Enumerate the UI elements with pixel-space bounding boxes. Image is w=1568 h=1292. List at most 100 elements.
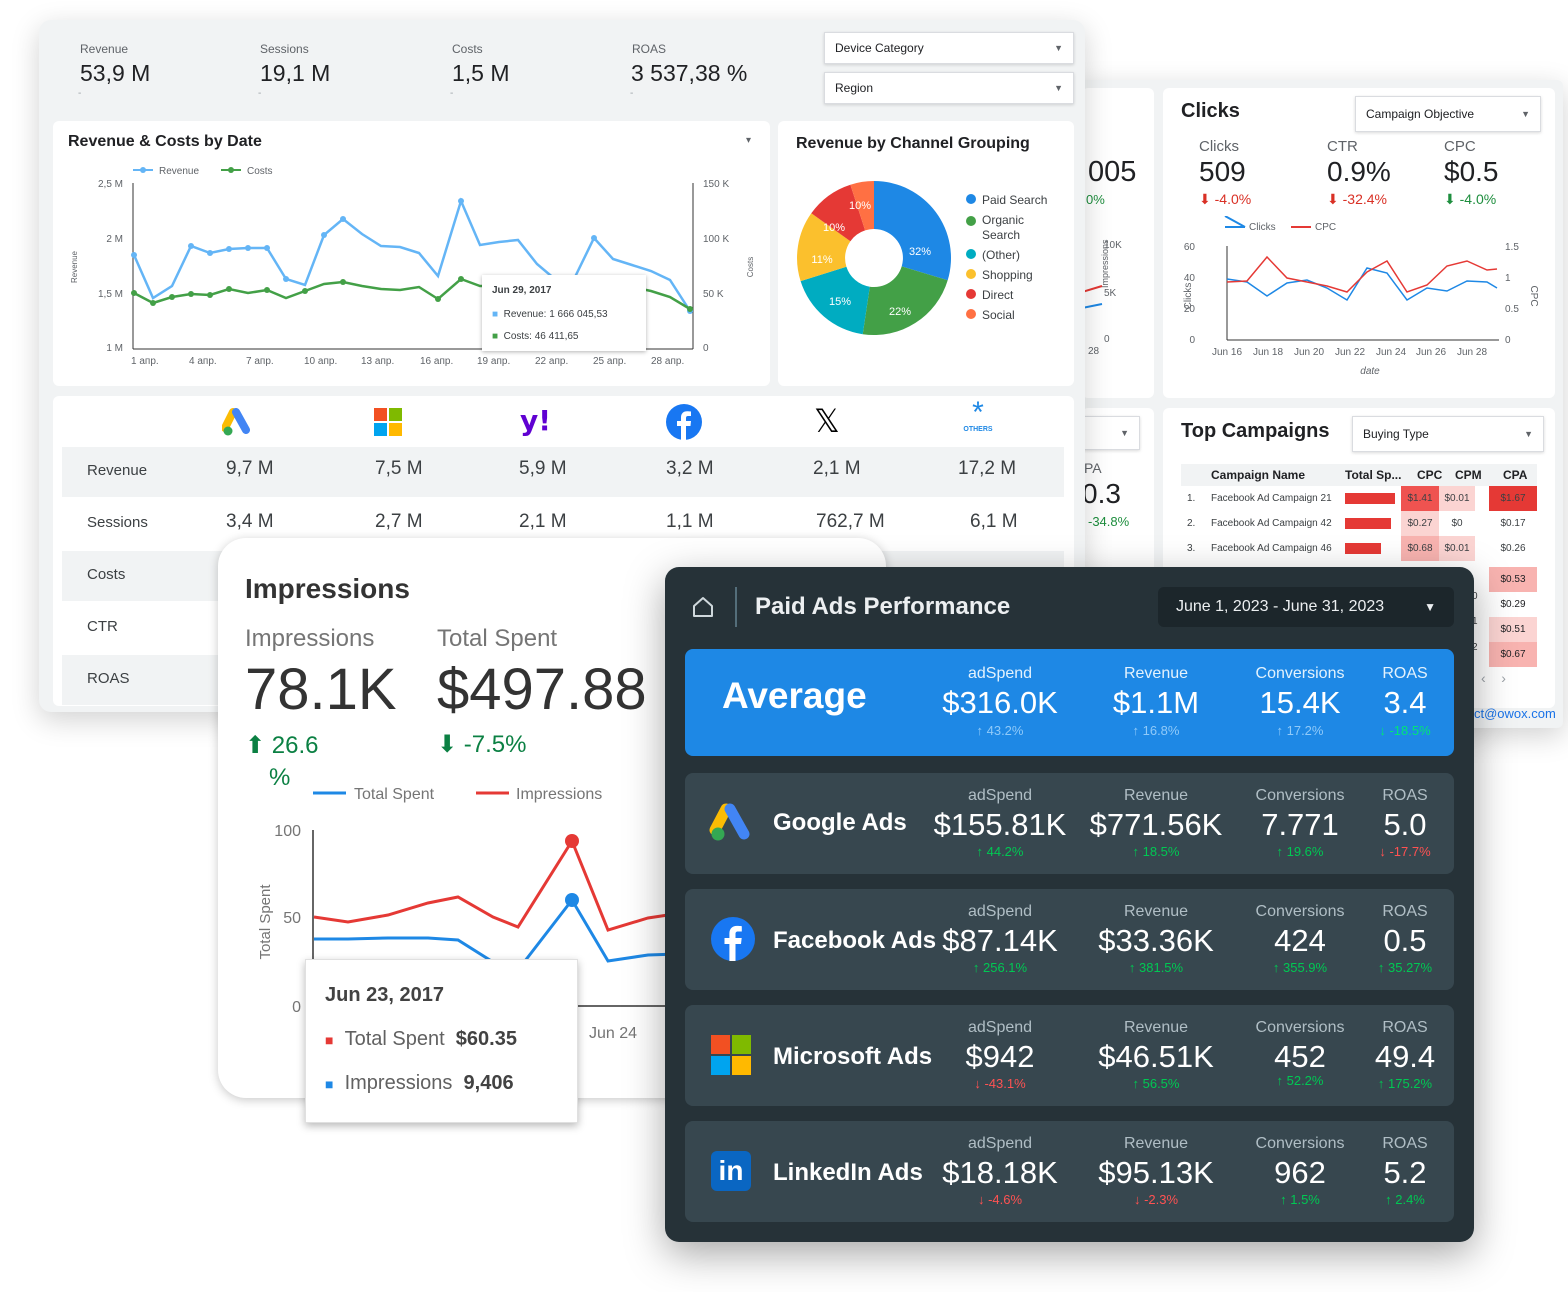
microsoft-ads-row[interactable]: Microsoft Ads adSpend Revenue Conversion… bbox=[685, 1005, 1454, 1106]
clicks-cpc-chart: Clicks CPC 60 40 20 0 1.5 1 0.5 0 Clicks… bbox=[1183, 216, 1539, 377]
metric-delta: ↓ -17.7% bbox=[1379, 844, 1431, 859]
metric-value: $46.51K bbox=[1098, 1039, 1214, 1074]
row-number: 3. bbox=[1187, 543, 1196, 554]
microsoft-icon bbox=[711, 1035, 751, 1075]
x-tick: 4 апр. bbox=[189, 356, 217, 367]
cpm-cell: $0 bbox=[1451, 518, 1463, 529]
tooltip-value: 9,406 bbox=[463, 1072, 514, 1094]
metric-value: 0.9% bbox=[1327, 156, 1391, 187]
google-ads-row[interactable]: Google Ads adSpend Revenue Conversions R… bbox=[685, 773, 1454, 874]
tooltip-date: Jun 29, 2017 bbox=[492, 285, 552, 296]
pagination[interactable]: ‹ › bbox=[1481, 670, 1506, 686]
metric-label: CPC bbox=[1444, 138, 1476, 155]
table-cell: 5,9 M bbox=[519, 458, 567, 479]
y-axis-label: Clicks bbox=[1183, 283, 1194, 310]
metric-value: 3.4 bbox=[1383, 685, 1427, 720]
hidden-cpa-cell: $0.53 bbox=[1489, 567, 1537, 592]
hidden-cpa-cell: $0.29 bbox=[1500, 599, 1526, 610]
facebook-ads-row[interactable]: Facebook Ads adSpend Revenue Conversions… bbox=[685, 889, 1454, 990]
chevron-left-icon[interactable]: ‹ bbox=[1481, 670, 1486, 686]
microsoft-icon bbox=[374, 408, 402, 436]
x-tick: 22 апр. bbox=[535, 356, 568, 367]
campaign-table-header: Campaign Name Total Sp... CPC CPM CPA bbox=[1181, 464, 1537, 486]
impressions-title: Impressions bbox=[245, 573, 410, 604]
contact-email[interactable]: ct@owox.com bbox=[1474, 706, 1556, 721]
table-row[interactable]: 3. Facebook Ad Campaign 46 $0.68 $0.01 $… bbox=[1181, 536, 1537, 561]
metric-header: Revenue bbox=[1123, 787, 1189, 804]
row-label: Facebook Ads bbox=[773, 927, 937, 954]
chevron-right-icon[interactable]: › bbox=[1501, 670, 1506, 686]
col-header[interactable]: CPC bbox=[1417, 468, 1443, 482]
partial-tick: 0 bbox=[1104, 334, 1110, 345]
metric-delta: ↑ 17.2% bbox=[1276, 723, 1324, 738]
cpc-cell: $0.27 bbox=[1401, 511, 1439, 536]
y-right-axis-label: Costs bbox=[746, 257, 755, 277]
slice-label: 10% bbox=[849, 200, 871, 212]
region-dropdown[interactable]: Region ▼ bbox=[824, 72, 1074, 104]
impressions-series bbox=[313, 837, 678, 932]
chart-menu-icon[interactable]: ▾ bbox=[746, 135, 752, 146]
hidden-cpa-cell: $0.51 bbox=[1489, 617, 1537, 642]
legend-costs: Costs bbox=[247, 166, 273, 177]
metric-header: Conversions bbox=[1255, 787, 1345, 804]
metric-value: $1.1M bbox=[1112, 685, 1200, 720]
metric-value: 0.5 bbox=[1383, 923, 1427, 958]
facebook-icon bbox=[711, 917, 755, 961]
y-right-tick: 1 bbox=[1505, 273, 1511, 284]
row-label: Sessions bbox=[87, 514, 148, 531]
date-range-picker[interactable]: June 1, 2023 - June 31, 2023 ▼ bbox=[1158, 587, 1454, 627]
y-tick: 2,5 M bbox=[98, 179, 123, 190]
table-row[interactable]: 2. Facebook Ad Campaign 42 $0.27 $0 $0.1… bbox=[1181, 511, 1537, 536]
x-axis-label: date bbox=[1360, 366, 1380, 377]
y-right-tick: 150 K bbox=[703, 179, 729, 190]
legend-cpc: CPC bbox=[1315, 222, 1336, 233]
metric-delta: ↑ 2.4% bbox=[1385, 1192, 1425, 1207]
kpi-label: Revenue bbox=[80, 42, 129, 56]
table-cell: 9,7 M bbox=[226, 458, 274, 479]
chart-title: Revenue by Channel Grouping bbox=[796, 135, 1030, 152]
metric-value: 49.4 bbox=[1374, 1039, 1436, 1074]
clicks-series bbox=[1226, 267, 1498, 302]
metric-value: $497.88 bbox=[437, 657, 647, 722]
col-header[interactable]: CPM bbox=[1455, 468, 1482, 482]
y-right-tick: 0 bbox=[703, 343, 709, 354]
col-header[interactable]: Campaign Name bbox=[1211, 468, 1306, 482]
partial-impressions-card: 005 0% 10K 5K 0 28 Impressions bbox=[1082, 88, 1154, 398]
metric-header: adSpend bbox=[967, 665, 1033, 682]
chart-title: Revenue & Costs by Date bbox=[68, 133, 262, 150]
row-number: 1. bbox=[1187, 493, 1196, 504]
linkedin-ads-row[interactable]: in LinkedIn Ads adSpend Revenue Conversi… bbox=[685, 1121, 1454, 1222]
metric-delta: ↑ 56.5% bbox=[1132, 1076, 1180, 1091]
table-cell: 2,1 M bbox=[519, 511, 567, 532]
metric-header: ROAS bbox=[1382, 1019, 1428, 1036]
y-tick: 50 bbox=[283, 910, 301, 927]
col-header[interactable]: Total Sp... bbox=[1345, 468, 1402, 482]
tooltip-revenue-text: Revenue: 1 666 045,53 bbox=[503, 309, 608, 320]
table-cell: 17,2 M bbox=[958, 458, 1017, 479]
y-tick: 1,5 M bbox=[98, 289, 123, 300]
partial-delta: -34.8% bbox=[1088, 514, 1130, 529]
buying-type-dropdown[interactable]: Buying Type ▼ bbox=[1352, 416, 1544, 452]
home-icon[interactable] bbox=[691, 595, 715, 619]
google-ads-icon bbox=[709, 803, 750, 841]
campaign-objective-dropdown[interactable]: Campaign Objective ▼ bbox=[1355, 96, 1541, 132]
cpc-series bbox=[1226, 255, 1498, 293]
table-row[interactable]: 1. Facebook Ad Campaign 21 $1.41 $0.01 $… bbox=[1181, 486, 1537, 511]
table-cell: 6,1 M bbox=[970, 511, 1018, 532]
highlight-point[interactable] bbox=[565, 893, 579, 907]
metric-label: Clicks bbox=[1199, 138, 1239, 155]
metric-delta: ↑ 52.2% bbox=[1276, 1073, 1324, 1088]
device-category-dropdown[interactable]: Device Category ▼ bbox=[824, 32, 1074, 64]
kpi-value: 53,9 M bbox=[80, 60, 151, 86]
x-tick: 13 апр. bbox=[361, 356, 394, 367]
legend-label: Paid Search bbox=[982, 193, 1048, 207]
highlight-point[interactable] bbox=[565, 834, 579, 848]
partial-dropdown[interactable]: ▼ bbox=[1082, 416, 1140, 450]
delta-unit: % bbox=[269, 764, 291, 791]
x-tick: 28 апр. bbox=[651, 356, 684, 367]
campaign-name: Facebook Ad Campaign 21 bbox=[1211, 493, 1332, 504]
metric-value: $155.81K bbox=[933, 807, 1067, 842]
col-header[interactable]: CPA bbox=[1503, 468, 1528, 482]
y-right-tick: 100 K bbox=[703, 234, 729, 245]
y-right-tick: 0 bbox=[1505, 335, 1511, 346]
